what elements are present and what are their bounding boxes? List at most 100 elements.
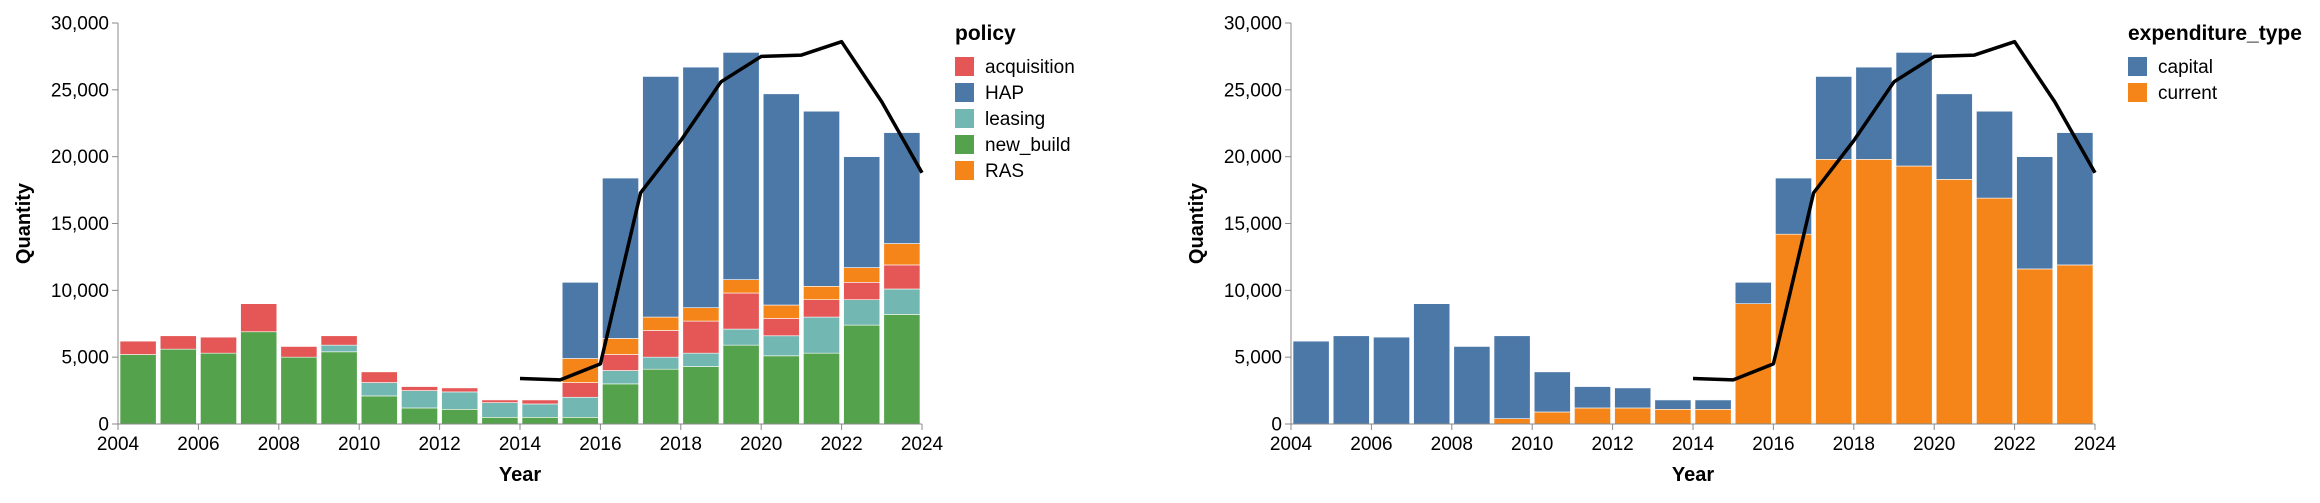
x-axis-title: Year xyxy=(499,464,541,486)
y-tick-label: 30,000 xyxy=(51,14,109,35)
bar-new-build-2010 xyxy=(360,395,398,425)
bar-current-2012 xyxy=(1614,407,1652,425)
bar-acquisition-2008 xyxy=(280,346,318,358)
bar-new-build-2011 xyxy=(401,407,438,425)
x-tick-label: 2014 xyxy=(1672,434,1715,455)
bar-acquisition-2009 xyxy=(320,335,358,346)
y-tick-label: 10,000 xyxy=(51,281,109,302)
legend-swatch-acquisition xyxy=(955,57,974,76)
bar-new-build-2022 xyxy=(843,324,881,425)
bar-RAS-2017 xyxy=(642,316,680,331)
legend-swatch-current xyxy=(2128,83,2147,102)
bar-acquisition-2010 xyxy=(360,371,398,383)
x-tick-label: 2004 xyxy=(97,434,140,455)
bar-new-build-2005 xyxy=(159,348,197,425)
y-tick-label: 0 xyxy=(98,415,109,436)
bar-leasing-2022 xyxy=(843,299,881,326)
bar-capital-2009 xyxy=(1493,335,1531,419)
bar-current-2015 xyxy=(1734,303,1772,425)
legend-label-RAS: RAS xyxy=(985,161,1024,182)
y-tick-label: 15,000 xyxy=(1224,214,1282,235)
legend-swatch-capital xyxy=(2128,57,2147,76)
bar-current-2020 xyxy=(1935,179,1973,425)
bar-leasing-2016 xyxy=(602,370,639,385)
y-tick-label: 10,000 xyxy=(1224,281,1282,302)
y-tick-label: 25,000 xyxy=(1224,80,1282,101)
y-tick-label: 0 xyxy=(1271,415,1282,436)
bar-capital-2014 xyxy=(1694,399,1732,410)
bar-capital-2020 xyxy=(1935,93,1973,180)
bar-HAP-2017 xyxy=(642,76,680,318)
bar-current-2011 xyxy=(1574,407,1611,425)
legend-swatch-HAP xyxy=(955,83,974,102)
x-tick-label: 2008 xyxy=(258,434,300,455)
bar-leasing-2010 xyxy=(360,382,398,397)
bar-current-2021 xyxy=(1976,197,2013,425)
x-tick-label: 2024 xyxy=(901,434,944,455)
bar-leasing-2019 xyxy=(722,328,760,346)
x-tick-label: 2018 xyxy=(660,434,702,455)
bar-new-build-2019 xyxy=(722,344,760,425)
bar-acquisition-2022 xyxy=(843,282,881,300)
bar-new-build-2012 xyxy=(441,408,479,425)
x-tick-label: 2012 xyxy=(418,434,460,455)
legend-label-leasing: leasing xyxy=(985,109,1045,130)
legend-label-capital: capital xyxy=(2158,57,2213,78)
bar-current-2009 xyxy=(1493,418,1531,425)
bar-capital-2008 xyxy=(1453,346,1491,425)
bar-new-build-2023 xyxy=(883,314,921,425)
bar-acquisition-2006 xyxy=(200,336,237,354)
x-tick-label: 2024 xyxy=(2074,434,2117,455)
bar-capital-2010 xyxy=(1533,371,1571,413)
chart-2: 0 5,000 10,000 15,000 20,000 25,000 30,000 Quan… xyxy=(1186,14,2302,487)
bar-RAS-2020 xyxy=(762,304,800,319)
x-tick-label: 2006 xyxy=(1350,434,1392,455)
y-tick-label: 5,000 xyxy=(1234,348,1282,369)
bar-capital-2005 xyxy=(1332,335,1370,425)
y-tick-label: 20,000 xyxy=(1224,147,1282,168)
bar-new-build-2018 xyxy=(682,366,720,425)
bar-leasing-2012 xyxy=(441,391,479,410)
bar-current-2010 xyxy=(1533,411,1571,425)
bar-acquisition-2012 xyxy=(441,387,479,393)
y-tick-label: 30,000 xyxy=(1224,14,1282,35)
x-tick-label: 2012 xyxy=(1591,434,1633,455)
bar-RAS-2023 xyxy=(883,243,921,266)
bar-HAP-2023 xyxy=(883,132,921,244)
bar-HAP-2015 xyxy=(561,282,599,359)
bar-new-build-2013 xyxy=(481,417,519,425)
bar-leasing-2014 xyxy=(521,403,559,418)
bar-leasing-2011 xyxy=(401,390,438,409)
bar-new-build-2020 xyxy=(762,355,800,425)
trend-line xyxy=(1692,39,2097,382)
legend-title: policy xyxy=(955,22,1016,45)
bar-current-2019 xyxy=(1895,165,1933,425)
bar-leasing-2020 xyxy=(762,335,800,357)
legend-label-HAP: HAP xyxy=(985,83,1024,104)
legend-label-new-build: new_build xyxy=(985,135,1071,156)
legend-label-current: current xyxy=(2158,83,2218,104)
bar-capital-2017 xyxy=(1815,76,1853,160)
bar-new-build-2014 xyxy=(521,417,559,425)
legend-title: expenditure_type xyxy=(2128,22,2302,45)
bars-group xyxy=(1292,52,2094,425)
y-tick-label: 20,000 xyxy=(51,147,109,168)
bar-new-build-2021 xyxy=(803,352,840,425)
bar-acquisition-2013 xyxy=(481,399,519,403)
bar-acquisition-2019 xyxy=(722,292,760,330)
bar-RAS-2018 xyxy=(682,307,720,322)
chart-1: 0 5,000 10,000 15,000 20,000 25,000 30,000 Quan… xyxy=(13,14,1075,487)
bar-leasing-2009 xyxy=(320,344,358,353)
bars-group xyxy=(119,52,921,425)
y-tick-label: 5,000 xyxy=(61,348,109,369)
bar-current-2014 xyxy=(1694,408,1732,425)
bar-capital-2006 xyxy=(1373,336,1410,425)
legend: policy acquisition HAP leasing new_build RAS xyxy=(955,22,1075,182)
bar-RAS-2021 xyxy=(803,286,840,300)
x-tick-label: 2010 xyxy=(338,434,380,455)
bar-RAS-2019 xyxy=(722,279,760,294)
x-tick-label: 2018 xyxy=(1833,434,1875,455)
bar-acquisition-2023 xyxy=(883,264,921,290)
bar-capital-2013 xyxy=(1654,399,1692,410)
